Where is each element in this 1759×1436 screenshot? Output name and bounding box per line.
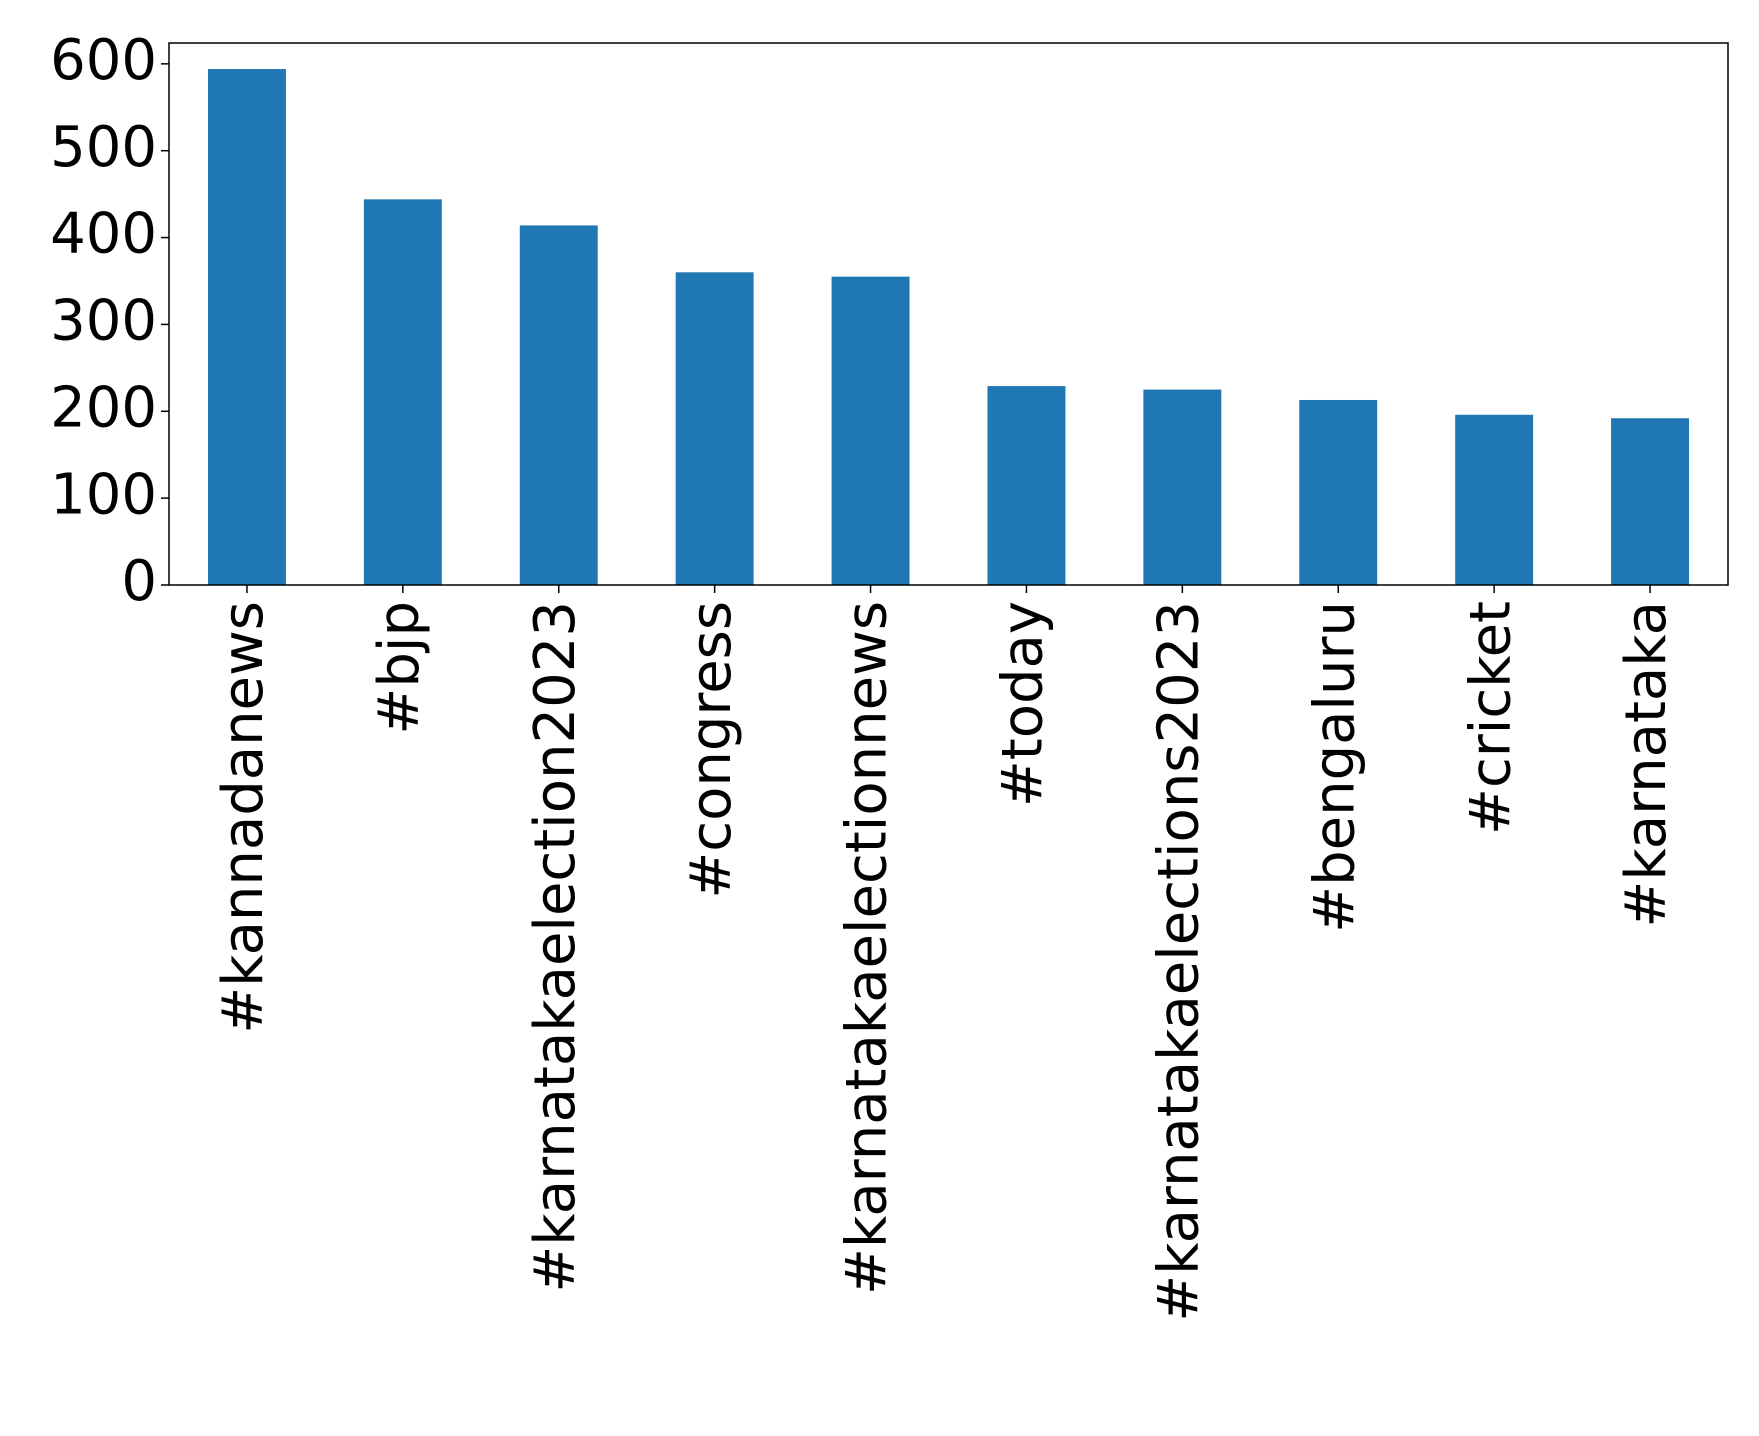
bar (1143, 389, 1222, 585)
x-tick-label: #cricket (1458, 601, 1523, 835)
x-tick-label: #bjp (367, 601, 432, 735)
bar (1299, 399, 1378, 585)
x-tick-label: #kannadanews (211, 601, 276, 1034)
bar (675, 272, 754, 585)
bar (363, 199, 442, 585)
bar (207, 69, 286, 586)
bar (519, 225, 598, 585)
y-tick-label: 200 (50, 375, 157, 440)
y-tick-label: 100 (50, 462, 157, 527)
x-tick-label: #karnatakaelections2023 (1146, 601, 1211, 1322)
x-tick-label: #congress (679, 601, 744, 899)
y-tick-label: 500 (50, 115, 157, 180)
x-tick-label: #karnatakaelection2023 (523, 601, 588, 1293)
x-tick-label: #bengaluru (1302, 601, 1367, 933)
bar (1455, 414, 1534, 585)
x-tick-label: #karnatakaelectionnews (835, 601, 900, 1295)
x-tick-label: #karnataka (1614, 601, 1679, 928)
bar (831, 276, 910, 585)
bar (1611, 418, 1690, 585)
y-tick-label: 400 (50, 202, 157, 267)
y-tick-label: 600 (50, 28, 157, 93)
bar (987, 386, 1066, 585)
plot-frame (168, 42, 1729, 586)
y-tick-label: 300 (50, 289, 157, 354)
y-tick-label: 0 (121, 549, 157, 614)
x-tick-label: #today (991, 601, 1056, 807)
